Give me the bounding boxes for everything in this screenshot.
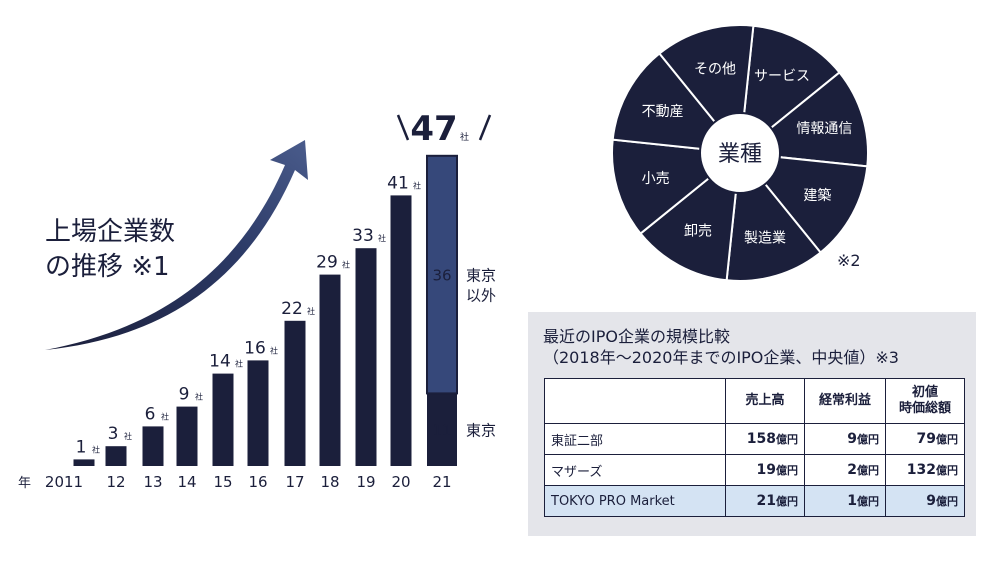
cell-value: 9億円	[885, 485, 965, 517]
bar	[355, 248, 377, 466]
bar	[142, 426, 164, 466]
bar-value-label: 1	[76, 437, 87, 457]
chart-title-line2: の推移 ※1	[45, 252, 170, 282]
x-tick-label: 15	[213, 473, 232, 491]
growth-arrow-icon	[45, 140, 308, 350]
bar	[73, 459, 95, 466]
year-prefix: 年	[18, 476, 31, 491]
pie-slice-label: その他	[694, 62, 736, 78]
bar-unit-label: 社	[307, 306, 315, 316]
bar	[319, 274, 341, 466]
cell-value: 1億円	[804, 485, 886, 517]
bar-unit-label: 社	[235, 359, 243, 369]
bar	[390, 195, 412, 466]
bar-unit-label: 社	[378, 233, 386, 243]
bar-unit-label: 社	[92, 444, 100, 454]
bar-unit-label: 社	[161, 411, 169, 421]
pie-slice-label: 情報通信	[796, 121, 852, 137]
table-row: 東証二部 158億円 9億円 79億円	[544, 423, 965, 455]
header-market-cap: 初値 時価総額	[885, 378, 965, 424]
pie-slice-label: 不動産	[642, 104, 684, 120]
panel-title-line2: （2018年～2020年までのIPO企業、中央値）※3	[543, 348, 899, 367]
cell-value: 19億円	[725, 454, 805, 486]
total-value-label: 47	[410, 109, 457, 149]
bar-value-label: 3	[108, 424, 119, 444]
bar-unit-label: 社	[124, 431, 132, 441]
bar	[105, 446, 127, 466]
total-unit-label: 社	[460, 131, 469, 143]
bar-value-label: 9	[179, 385, 190, 405]
bar-value-label: 33	[352, 226, 374, 246]
x-tick-label: 16	[248, 473, 267, 491]
x-tick-label: 2011	[45, 473, 83, 491]
cell-value: 79億円	[885, 423, 965, 455]
cell-value: 2億円	[804, 454, 886, 486]
bar-value-label: 6	[145, 404, 156, 424]
x-tick-label: 14	[177, 473, 196, 491]
bar	[176, 406, 198, 466]
segment-name-other-line2: 以外	[466, 287, 496, 305]
pie-center-label: 業種	[718, 142, 762, 167]
bar-value-label: 14	[209, 352, 231, 372]
cell-value: 9億円	[804, 423, 886, 455]
pie-slice-label: 小売	[642, 171, 670, 187]
x-tick-label: 12	[106, 473, 125, 491]
bar-unit-label: 社	[270, 345, 278, 355]
segment-value-tokyo: 11	[432, 422, 451, 440]
pie-center	[699, 112, 781, 194]
row-name: マザーズ	[544, 454, 726, 486]
bar	[247, 360, 269, 466]
segment-name-other-line1: 東京	[466, 267, 496, 285]
pie-slice-label: 卸売	[684, 223, 712, 239]
x-tick-label: 20	[391, 473, 410, 491]
chart-title-line1: 上場企業数	[45, 217, 175, 247]
panel-title: 最近のIPO企業の規模比較 （2018年～2020年までのIPO企業、中央値）※…	[543, 326, 899, 368]
header-market-cap-line2: 時価総額	[898, 401, 951, 416]
x-tick-label: 17	[285, 473, 304, 491]
table-header-row: 売上高 経常利益 初値 時価総額	[544, 378, 965, 424]
bar-value-label: 29	[316, 253, 338, 273]
bar-value-label: 16	[244, 338, 266, 358]
total-bracket-decor	[396, 114, 492, 141]
header-sales: 売上高	[725, 378, 805, 424]
bar-segment-other	[426, 154, 458, 395]
pie-note: ※2	[837, 251, 861, 270]
bar-unit-label: 社	[413, 180, 421, 190]
cell-value: 21億円	[725, 485, 805, 517]
x-tick-label: 19	[356, 473, 375, 491]
pie-slice-label: サービス	[754, 69, 810, 85]
row-name: 東証二部	[544, 423, 726, 455]
bar-value-label: 41	[387, 173, 409, 193]
header-blank	[544, 378, 726, 424]
header-market-cap-line1: 初値	[911, 385, 938, 400]
pie-slice-label: 製造業	[744, 230, 786, 246]
ipo-table: 売上高 経常利益 初値 時価総額 東証二部 158億円 9億円 79億円 マザー…	[544, 378, 965, 517]
bar	[284, 320, 306, 466]
ipo-comparison-panel: 最近のIPO企業の規模比較 （2018年～2020年までのIPO企業、中央値）※…	[528, 312, 976, 536]
header-ordinary-profit: 経常利益	[804, 378, 886, 424]
bar-unit-label: 社	[342, 260, 350, 270]
x-tick-label: 18	[320, 473, 339, 491]
pie-slice-label: 建築	[803, 188, 831, 204]
cell-value: 158億円	[725, 423, 805, 455]
table-row: マザーズ 19億円 2億円 132億円	[544, 454, 965, 486]
bar	[212, 373, 234, 466]
table-row-highlight: TOKYO PRO Market 21億円 1億円 9億円	[544, 485, 965, 517]
panel-title-line1: 最近のIPO企業の規模比較	[543, 327, 730, 346]
segment-value-other: 36	[432, 267, 451, 285]
x-tick-label: 13	[143, 473, 162, 491]
bar-value-label: 22	[281, 299, 303, 319]
bar-unit-label: 社	[195, 392, 203, 402]
segment-name-tokyo: 東京	[466, 422, 496, 440]
x-tick-label: 21	[432, 473, 451, 491]
bar-segment-tokyo	[427, 393, 457, 466]
row-name: TOKYO PRO Market	[544, 485, 726, 517]
cell-value: 132億円	[885, 454, 965, 486]
